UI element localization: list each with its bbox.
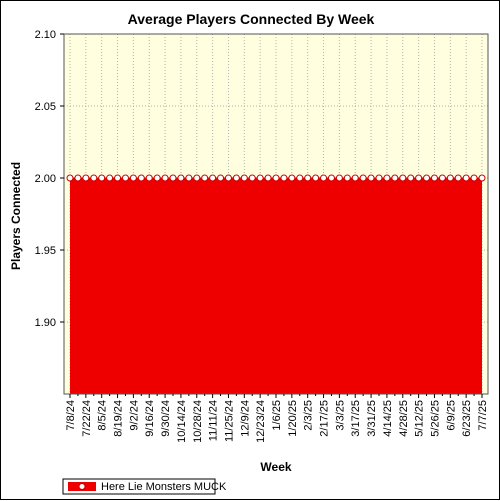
data-point xyxy=(248,174,256,182)
data-point xyxy=(288,174,296,182)
data-point xyxy=(351,174,359,182)
legend-swatch-marker xyxy=(78,483,86,490)
data-point xyxy=(320,174,328,182)
data-point xyxy=(224,174,232,182)
data-point xyxy=(169,174,177,182)
data-point xyxy=(415,174,423,182)
data-point xyxy=(177,174,185,182)
data-point xyxy=(327,174,335,182)
y-tick-label: 2.10 xyxy=(35,29,56,41)
x-tick-label: 8/19/24 xyxy=(113,400,125,437)
data-point xyxy=(66,174,74,182)
data-point xyxy=(438,174,446,182)
x-axis: 7/8/24 7/22/24 8/5/24 8/19/24 9/2/24 9/16/24 9… xyxy=(65,394,489,443)
legend: Here Lie Monsters MUCK xyxy=(62,478,227,495)
data-point xyxy=(272,174,280,182)
data-point xyxy=(430,174,438,182)
data-point xyxy=(114,174,122,182)
data-point xyxy=(343,174,351,182)
legend-box xyxy=(62,478,216,495)
data-point xyxy=(304,174,312,182)
y-axis-title: Players Connected xyxy=(9,162,23,270)
data-point xyxy=(137,174,145,182)
data-point xyxy=(121,174,129,182)
x-tick-label: 12/9/24 xyxy=(239,400,251,437)
data-point xyxy=(383,174,391,182)
x-tick-label: 10/14/24 xyxy=(176,400,188,443)
y-axis: 1.90 1.95 2.00 2.05 2.10 xyxy=(35,29,64,329)
x-tick-label: 6/9/25 xyxy=(445,400,457,431)
data-point xyxy=(296,174,304,182)
data-point xyxy=(240,174,248,182)
data-point xyxy=(462,174,470,182)
legend-label: Here Lie Monsters MUCK xyxy=(101,481,227,493)
x-tick-label: 6/23/25 xyxy=(461,400,473,437)
x-tick-label: 3/17/25 xyxy=(350,400,362,437)
x-tick-label: 11/11/24 xyxy=(208,400,220,441)
x-tick-label: 8/5/24 xyxy=(97,400,109,431)
data-point xyxy=(470,174,478,182)
data-point xyxy=(232,174,240,182)
x-tick-label: 4/14/25 xyxy=(382,400,394,437)
data-point xyxy=(209,174,217,182)
data-point xyxy=(446,174,454,182)
data-point xyxy=(201,174,209,182)
data-point xyxy=(82,174,90,182)
x-tick-label: 4/28/25 xyxy=(398,400,410,437)
x-tick-label: 3/31/25 xyxy=(366,400,378,437)
x-tick-label: 7/8/24 xyxy=(65,400,77,431)
data-point xyxy=(153,174,161,182)
data-point xyxy=(375,174,383,182)
data-point xyxy=(90,174,98,182)
plot-area xyxy=(63,33,489,395)
data-point xyxy=(264,174,272,182)
data-point xyxy=(359,174,367,182)
y-tick-label: 1.95 xyxy=(35,245,56,257)
x-tick-label: 2/3/25 xyxy=(303,400,315,431)
x-tick-label: 9/16/24 xyxy=(144,400,156,437)
data-point xyxy=(217,174,225,182)
data-point xyxy=(185,174,193,182)
data-point xyxy=(391,174,399,182)
x-tick-label: 10/28/24 xyxy=(192,400,204,443)
x-tick-label: 3/3/25 xyxy=(334,400,346,431)
x-axis-title: Week xyxy=(260,460,291,474)
data-point xyxy=(423,174,431,182)
legend-swatch xyxy=(68,482,96,491)
data-point xyxy=(407,174,415,182)
x-tick-label: 7/22/24 xyxy=(81,400,93,437)
x-tick-label: 2/17/25 xyxy=(319,400,331,437)
data-point xyxy=(145,174,153,182)
y-tick-label: 1.90 xyxy=(35,317,56,329)
data-point xyxy=(399,174,407,182)
x-tick-label: 11/25/24 xyxy=(223,400,235,442)
data-point xyxy=(478,174,486,182)
data-point xyxy=(280,174,288,182)
series-area xyxy=(70,178,482,394)
data-point xyxy=(312,174,320,182)
x-tick-label: 5/12/25 xyxy=(414,400,426,437)
data-point xyxy=(74,174,82,182)
data-point xyxy=(454,174,462,182)
data-point xyxy=(256,174,264,182)
y-tick-label: 2.00 xyxy=(35,173,56,185)
data-point xyxy=(106,174,114,182)
x-tick-label: 1/6/25 xyxy=(271,400,283,431)
data-point xyxy=(367,174,375,182)
data-point xyxy=(129,174,137,182)
data-point xyxy=(161,174,169,182)
x-tick-label: 1/20/25 xyxy=(287,400,299,437)
chart-title: Average Players Connected By Week xyxy=(128,11,375,27)
x-tick-label: 7/7/25 xyxy=(477,400,489,431)
x-tick-label: 12/23/24 xyxy=(255,400,267,443)
x-tick-label: 9/30/24 xyxy=(160,400,172,437)
x-tick-label: 5/26/25 xyxy=(429,400,441,437)
data-point xyxy=(193,174,201,182)
data-point xyxy=(98,174,106,182)
x-tick-label: 9/2/24 xyxy=(128,400,140,431)
data-point xyxy=(335,174,343,182)
y-tick-label: 2.05 xyxy=(35,101,56,113)
